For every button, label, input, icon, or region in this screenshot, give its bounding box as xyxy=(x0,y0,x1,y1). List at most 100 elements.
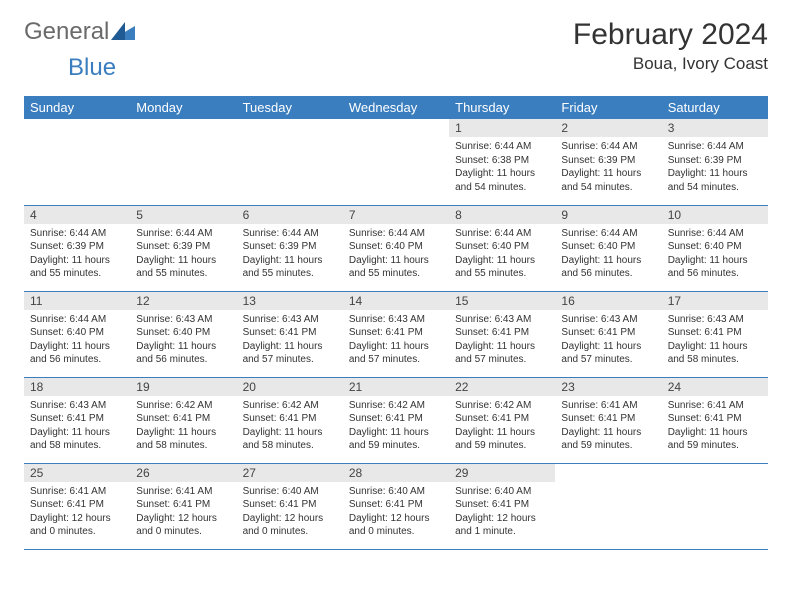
sunrise-text: Sunrise: 6:43 AM xyxy=(349,313,443,327)
daylight-text: Daylight: 11 hours and 54 minutes. xyxy=(668,167,762,194)
header-sunday: Sunday xyxy=(24,96,130,119)
sunset-text: Sunset: 6:41 PM xyxy=(243,412,337,426)
day-info: Sunrise: 6:44 AMSunset: 6:39 PMDaylight:… xyxy=(130,224,236,285)
calendar-cell xyxy=(555,463,661,549)
calendar-cell: 23Sunrise: 6:41 AMSunset: 6:41 PMDayligh… xyxy=(555,377,661,463)
header-thursday: Thursday xyxy=(449,96,555,119)
daylight-text: Daylight: 11 hours and 54 minutes. xyxy=(455,167,549,194)
sunrise-text: Sunrise: 6:43 AM xyxy=(561,313,655,327)
sunset-text: Sunset: 6:39 PM xyxy=(668,154,762,168)
sunset-text: Sunset: 6:40 PM xyxy=(30,326,124,340)
sunset-text: Sunset: 6:39 PM xyxy=(30,240,124,254)
sunset-text: Sunset: 6:39 PM xyxy=(136,240,230,254)
day-number: 21 xyxy=(343,378,449,396)
sunrise-text: Sunrise: 6:44 AM xyxy=(561,227,655,241)
sunset-text: Sunset: 6:40 PM xyxy=(136,326,230,340)
daylight-text: Daylight: 11 hours and 57 minutes. xyxy=(243,340,337,367)
calendar-cell: 21Sunrise: 6:42 AMSunset: 6:41 PMDayligh… xyxy=(343,377,449,463)
daylight-text: Daylight: 11 hours and 57 minutes. xyxy=(561,340,655,367)
day-number: 8 xyxy=(449,206,555,224)
sunrise-text: Sunrise: 6:43 AM xyxy=(30,399,124,413)
header-friday: Friday xyxy=(555,96,661,119)
day-number: 10 xyxy=(662,206,768,224)
calendar-cell: 14Sunrise: 6:43 AMSunset: 6:41 PMDayligh… xyxy=(343,291,449,377)
calendar-cell: 20Sunrise: 6:42 AMSunset: 6:41 PMDayligh… xyxy=(237,377,343,463)
calendar-cell: 9Sunrise: 6:44 AMSunset: 6:40 PMDaylight… xyxy=(555,205,661,291)
calendar-cell xyxy=(343,119,449,205)
sunrise-text: Sunrise: 6:40 AM xyxy=(243,485,337,499)
header-saturday: Saturday xyxy=(662,96,768,119)
calendar-cell xyxy=(237,119,343,205)
sunrise-text: Sunrise: 6:44 AM xyxy=(561,140,655,154)
daylight-text: Daylight: 11 hours and 55 minutes. xyxy=(243,254,337,281)
calendar-cell: 19Sunrise: 6:42 AMSunset: 6:41 PMDayligh… xyxy=(130,377,236,463)
day-number: 28 xyxy=(343,464,449,482)
sunset-text: Sunset: 6:41 PM xyxy=(30,412,124,426)
day-number: 24 xyxy=(662,378,768,396)
month-title: February 2024 xyxy=(573,18,768,52)
daylight-text: Daylight: 11 hours and 56 minutes. xyxy=(136,340,230,367)
daylight-text: Daylight: 11 hours and 57 minutes. xyxy=(349,340,443,367)
daylight-text: Daylight: 11 hours and 58 minutes. xyxy=(30,426,124,453)
sunset-text: Sunset: 6:39 PM xyxy=(561,154,655,168)
daylight-text: Daylight: 11 hours and 56 minutes. xyxy=(30,340,124,367)
calendar-cell: 26 Sunrise: 6:41 AMSunset: 6:41 PMDayligh… xyxy=(130,463,236,549)
sunset-text: Sunset: 6:41 PM xyxy=(455,326,549,340)
daylight-text: Daylight: 11 hours and 55 minutes. xyxy=(349,254,443,281)
sunrise-text: Sunrise: 6:41 AM xyxy=(136,485,230,499)
daylight-text: Daylight: 12 hours and 0 minutes. xyxy=(243,512,337,539)
sunset-text: Sunset: 6:39 PM xyxy=(243,240,337,254)
sunset-text: Sunset: 6:41 PM xyxy=(243,326,337,340)
calendar-cell: 2 Sunrise: 6:44 AMSunset: 6:39 PMDaylight… xyxy=(555,119,661,205)
day-info: Sunrise: 6:44 AMSunset: 6:39 PMDaylight:… xyxy=(662,137,768,198)
calendar-cell: 16Sunrise: 6:43 AMSunset: 6:41 PMDayligh… xyxy=(555,291,661,377)
sunrise-text: Sunrise: 6:41 AM xyxy=(561,399,655,413)
calendar-cell: 6Sunrise: 6:44 AMSunset: 6:39 PMDaylight… xyxy=(237,205,343,291)
day-number: 26 xyxy=(130,464,236,482)
day-number: 1 xyxy=(449,119,555,137)
daylight-text: Daylight: 11 hours and 59 minutes. xyxy=(561,426,655,453)
calendar-cell xyxy=(130,119,236,205)
sunrise-text: Sunrise: 6:44 AM xyxy=(136,227,230,241)
day-info: Sunrise: 6:42 AMSunset: 6:41 PMDaylight:… xyxy=(343,396,449,457)
day-info: Sunrise: 6:40 AMSunset: 6:41 PMDaylight:… xyxy=(237,482,343,543)
day-number: 4 xyxy=(24,206,130,224)
sunset-text: Sunset: 6:41 PM xyxy=(349,498,443,512)
brand-text-2: Blue xyxy=(68,54,116,82)
calendar-body: 1Sunrise: 6:44 AMSunset: 6:38 PMDaylight… xyxy=(24,119,768,549)
day-number: 6 xyxy=(237,206,343,224)
day-info: Sunrise: 6:42 AMSunset: 6:41 PMDaylight:… xyxy=(237,396,343,457)
daylight-text: Daylight: 12 hours and 0 minutes. xyxy=(136,512,230,539)
day-number: 11 xyxy=(24,292,130,310)
sunrise-text: Sunrise: 6:43 AM xyxy=(455,313,549,327)
sunrise-text: Sunrise: 6:43 AM xyxy=(136,313,230,327)
calendar-cell: 8Sunrise: 6:44 AMSunset: 6:40 PMDaylight… xyxy=(449,205,555,291)
sunset-text: Sunset: 6:41 PM xyxy=(243,498,337,512)
day-number: 18 xyxy=(24,378,130,396)
day-number: 2 xyxy=(555,119,661,137)
calendar-cell: 12Sunrise: 6:43 AMSunset: 6:40 PMDayligh… xyxy=(130,291,236,377)
sunset-text: Sunset: 6:41 PM xyxy=(349,412,443,426)
calendar-cell: 3Sunrise: 6:44 AMSunset: 6:39 PMDaylight… xyxy=(662,119,768,205)
day-number: 16 xyxy=(555,292,661,310)
day-info: Sunrise: 6:43 AMSunset: 6:41 PMDaylight:… xyxy=(662,310,768,371)
day-info: Sunrise: 6:43 AMSunset: 6:41 PMDaylight:… xyxy=(343,310,449,371)
daylight-text: Daylight: 11 hours and 55 minutes. xyxy=(136,254,230,281)
sunrise-text: Sunrise: 6:40 AM xyxy=(349,485,443,499)
calendar-cell: 27Sunrise: 6:40 AMSunset: 6:41 PMDayligh… xyxy=(237,463,343,549)
calendar-cell: 4Sunrise: 6:44 AMSunset: 6:39 PMDaylight… xyxy=(24,205,130,291)
sunset-text: Sunset: 6:40 PM xyxy=(455,240,549,254)
day-number: 25 xyxy=(24,464,130,482)
sunset-text: Sunset: 6:40 PM xyxy=(349,240,443,254)
day-number: 20 xyxy=(237,378,343,396)
location-text: Boua, Ivory Coast xyxy=(573,54,768,74)
sunset-text: Sunset: 6:41 PM xyxy=(349,326,443,340)
sunrise-text: Sunrise: 6:43 AM xyxy=(668,313,762,327)
day-number: 3 xyxy=(662,119,768,137)
day-info: Sunrise: 6:40 AMSunset: 6:41 PMDaylight:… xyxy=(449,482,555,543)
daylight-text: Daylight: 11 hours and 54 minutes. xyxy=(561,167,655,194)
weekday-header-row: Sunday Monday Tuesday Wednesday Thursday… xyxy=(24,96,768,119)
sunrise-text: Sunrise: 6:41 AM xyxy=(668,399,762,413)
sunset-text: Sunset: 6:41 PM xyxy=(136,498,230,512)
daylight-text: Daylight: 11 hours and 58 minutes. xyxy=(136,426,230,453)
